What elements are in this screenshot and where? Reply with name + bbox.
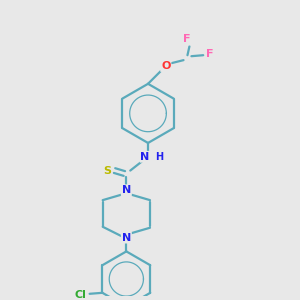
Text: N: N [122, 185, 131, 195]
Text: N: N [140, 152, 150, 162]
Text: O: O [161, 61, 170, 71]
Text: F: F [206, 49, 214, 59]
Text: S: S [103, 166, 112, 176]
Text: H: H [155, 152, 163, 162]
Text: Cl: Cl [75, 290, 87, 300]
Text: N: N [122, 232, 131, 243]
Text: F: F [183, 34, 190, 44]
